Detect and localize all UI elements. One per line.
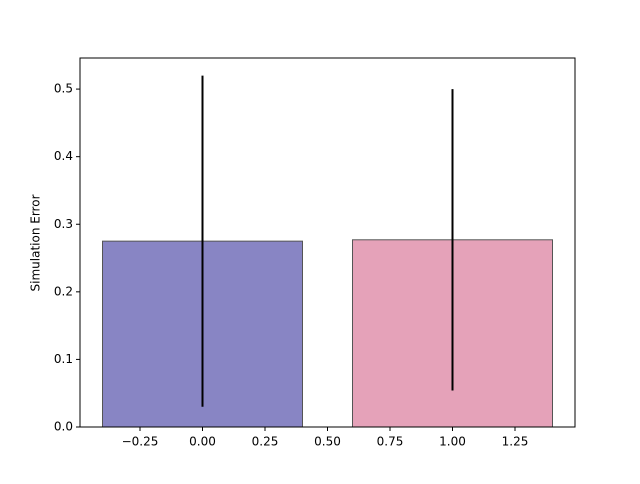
x-tick-label: 1.00: [439, 435, 466, 449]
y-tick-label: 0.1: [54, 352, 73, 366]
x-tick-label: −0.25: [122, 435, 159, 449]
y-axis-label: Simulation Error: [29, 194, 43, 291]
y-tick-label: 0.2: [54, 284, 73, 298]
x-tick-label: 0.50: [314, 435, 341, 449]
plot-frame: [79, 57, 576, 428]
x-tick-label: 0.00: [189, 435, 216, 449]
y-tick-label: 0.4: [54, 149, 73, 163]
x-tick-label: 0.25: [252, 435, 279, 449]
y-tick-label: 0.3: [54, 217, 73, 231]
x-tick-label: 0.75: [377, 435, 404, 449]
y-tick-label: 0.5: [54, 82, 73, 96]
y-tick-label: 0.0: [54, 420, 73, 434]
x-tick-label: 1.25: [502, 435, 529, 449]
